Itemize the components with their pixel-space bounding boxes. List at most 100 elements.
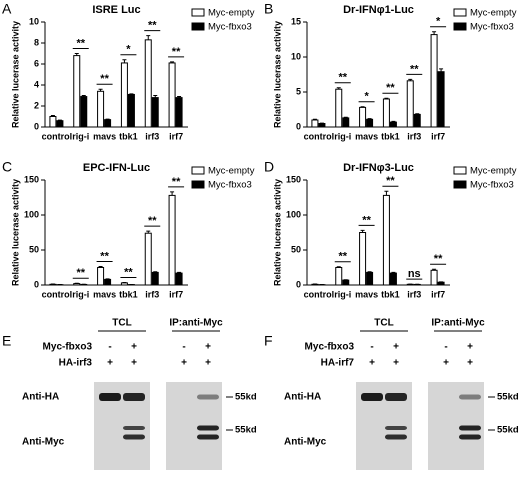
group-label: TCL	[112, 318, 131, 329]
error-bar	[81, 95, 86, 97]
significance-label: **	[338, 251, 347, 263]
error-bar	[415, 113, 420, 115]
bar	[382, 194, 390, 286]
bar	[73, 55, 81, 128]
significance-label: **	[410, 63, 419, 75]
blot-band	[459, 434, 481, 440]
bar	[366, 118, 374, 128]
error-bar	[170, 191, 175, 196]
error-bar	[170, 61, 175, 63]
group-label: IP:anti-Myc	[431, 318, 485, 329]
y-axis-label: Relative lucerase activity	[10, 179, 20, 286]
x-tick-label: irf3	[145, 289, 159, 299]
row-label: Anti-HA	[284, 392, 321, 403]
marker-label: 55kd	[235, 425, 257, 436]
x-tick-label: control	[304, 131, 335, 141]
bar	[413, 113, 421, 128]
treatment-sign: +	[131, 358, 137, 369]
x-tick-label: rig-i	[334, 131, 351, 141]
significance-label: **	[362, 214, 371, 226]
bar	[175, 272, 183, 286]
bar	[430, 269, 438, 286]
x-tick-label: mavs	[355, 131, 378, 141]
error-bar	[384, 190, 389, 196]
x-tick-label: irf7	[169, 289, 183, 299]
bar	[151, 271, 159, 286]
bar	[366, 271, 374, 286]
error-bar	[432, 268, 437, 271]
significance-label: **	[148, 20, 157, 32]
x-tick-label: irf3	[407, 131, 421, 141]
legend-swatch	[453, 166, 467, 175]
bar	[120, 282, 128, 286]
panel-letter: A	[2, 1, 12, 17]
error-bar	[146, 230, 151, 234]
legend-swatch	[453, 180, 467, 189]
x-tick-label: rig-i	[72, 131, 89, 141]
legend-swatch	[191, 22, 205, 31]
bar	[56, 120, 64, 128]
error-bar	[57, 119, 62, 121]
blot-band	[197, 434, 219, 440]
legend-label: Myc-empty	[208, 8, 255, 19]
bar	[144, 39, 152, 128]
y-tick-label: 0	[34, 279, 39, 289]
error-bar	[360, 106, 365, 108]
bar	[382, 98, 390, 128]
bar	[406, 80, 414, 128]
chart-title: Dr-IFNφ1-Luc	[343, 4, 414, 16]
error-bar	[367, 118, 372, 120]
error-bar	[50, 114, 55, 117]
blot-band	[197, 425, 219, 431]
bar	[104, 278, 112, 286]
y-axis-label: Relative lucerase activity	[272, 21, 282, 128]
y-tick-label: 50	[291, 244, 301, 254]
error-bar	[408, 78, 413, 81]
y-tick-label: 8	[34, 37, 39, 47]
treatment-sign: +	[369, 358, 375, 369]
x-tick-label: irf7	[431, 289, 445, 299]
significance-label: *	[364, 91, 369, 103]
blot-band	[123, 426, 145, 430]
marker-label: 55kd	[235, 392, 257, 403]
error-bar	[360, 229, 365, 233]
blot-band	[361, 393, 383, 401]
marker-label: 55kd	[497, 392, 519, 403]
x-tick-label: tbk1	[119, 131, 138, 141]
y-tick-label: 5	[296, 86, 301, 96]
y-tick-label: 0	[34, 121, 39, 131]
error-bar	[122, 59, 127, 63]
bar	[80, 96, 88, 128]
bar	[49, 116, 57, 128]
treatment-sign: +	[393, 358, 399, 369]
error-bar	[343, 116, 348, 118]
x-tick-label: tbk1	[381, 131, 400, 141]
y-tick-label: 0	[296, 121, 301, 131]
error-bar	[391, 120, 396, 123]
bar	[168, 62, 176, 128]
significance-label: **	[386, 175, 395, 187]
bar	[389, 272, 397, 286]
error-bar	[391, 271, 396, 274]
bar	[127, 93, 135, 128]
bar	[318, 123, 326, 128]
significance-label: **	[124, 266, 133, 278]
treatment-sign: -	[444, 342, 447, 353]
error-bar	[129, 93, 134, 95]
bar	[437, 281, 445, 286]
row-label: Anti-Myc	[284, 437, 327, 448]
y-tick-label: 4	[34, 79, 39, 89]
significance-label: *	[126, 44, 131, 56]
legend-label: Myc-empty	[470, 8, 517, 19]
significance-label: **	[434, 253, 443, 265]
treatment-sign: +	[107, 358, 113, 369]
bar	[73, 283, 81, 286]
chart-title: ISRE Luc	[92, 4, 140, 16]
error-bar	[98, 265, 103, 268]
error-bar	[105, 118, 110, 120]
blot-band	[385, 393, 407, 401]
x-tick-label: irf3	[145, 131, 159, 141]
error-bar	[146, 35, 151, 40]
